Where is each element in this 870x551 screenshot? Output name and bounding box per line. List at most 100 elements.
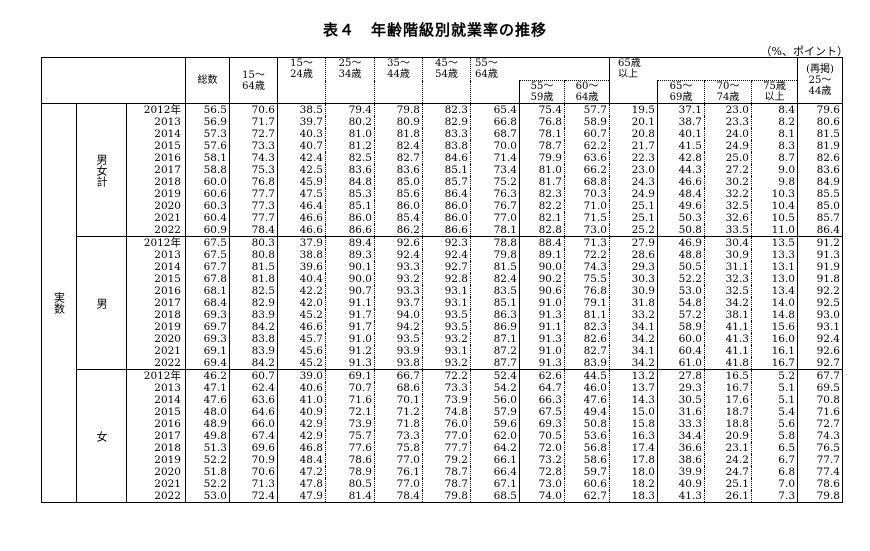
value-cell: 60.4 [657, 345, 705, 357]
value-cell: 81.2 [325, 140, 375, 152]
value-cell: 49.8 [185, 430, 230, 442]
year-cell: 2013 [126, 116, 186, 128]
value-cell: 70.6 [229, 466, 278, 478]
value-cell: 80.2 [325, 116, 375, 128]
value-cell: 77.0 [374, 454, 423, 466]
value-cell: 68.6 [374, 382, 423, 394]
value-cell: 67.5 [519, 406, 565, 418]
value-cell: 38.1 [704, 309, 752, 321]
value-cell: 24.3 [609, 176, 658, 188]
value-cell: 67.8 [185, 273, 230, 285]
value-cell: 69.6 [229, 442, 278, 454]
value-cell: 56.9 [185, 116, 230, 128]
value-cell: 34.1 [609, 321, 658, 333]
value-cell: 66.3 [519, 394, 565, 406]
value-cell: 75.4 [519, 103, 565, 116]
table-row: 2019 69.7 84.2 46.6 91.7 94.2 93.5 86.9 91.1 82.3… [42, 321, 843, 333]
value-cell: 68.8 [564, 176, 610, 188]
value-cell: 31.1 [704, 261, 752, 273]
table-row: 2022 60.9 78.4 46.6 86.6 86.2 86.6 78.1 82.8 73.0… [42, 224, 843, 237]
value-cell: 66.2 [564, 164, 610, 176]
value-cell: 39.7 [277, 116, 326, 128]
value-cell: 42.4 [277, 152, 326, 164]
value-cell: 82.4 [374, 140, 423, 152]
table-row: 2022 53.0 72.4 47.9 81.4 78.4 79.8 68.5 74.0 62.7… [42, 490, 843, 503]
value-cell: 70.8 [797, 394, 843, 406]
value-cell: 92.6 [374, 236, 423, 249]
value-cell: 78.6 [325, 454, 375, 466]
value-cell: 71.4 [470, 152, 520, 164]
value-cell: 31.8 [609, 297, 658, 309]
value-cell: 78.1 [470, 224, 520, 237]
value-cell: 82.7 [374, 152, 423, 164]
value-cell: 94.2 [374, 321, 423, 333]
value-cell: 70.0 [470, 140, 520, 152]
value-cell: 13.5 [751, 236, 798, 249]
value-cell: 6.7 [751, 454, 798, 466]
value-cell: 91.1 [519, 321, 565, 333]
value-cell: 46.9 [657, 236, 705, 249]
value-cell: 18.8 [704, 418, 752, 430]
value-cell: 82.1 [519, 212, 565, 224]
value-cell: 10.5 [751, 212, 798, 224]
value-cell: 42.9 [277, 418, 326, 430]
value-cell: 75.8 [374, 442, 423, 454]
value-cell: 19.5 [609, 103, 658, 116]
value-cell: 5.2 [751, 369, 798, 382]
value-cell: 71.7 [229, 116, 278, 128]
value-cell: 77.7 [229, 212, 278, 224]
value-cell: 74.8 [422, 406, 471, 418]
value-cell: 71.3 [229, 478, 278, 490]
value-cell: 46.0 [564, 382, 610, 394]
table-row: 2015 57.6 73.3 40.7 81.2 82.4 83.8 70.0 78.7 62.2… [42, 140, 843, 152]
value-cell: 62.7 [564, 490, 610, 503]
value-cell: 23.1 [704, 442, 752, 454]
value-cell: 79.1 [564, 297, 610, 309]
value-cell: 83.8 [422, 140, 471, 152]
value-cell: 47.1 [185, 382, 230, 394]
value-cell: 62.4 [229, 382, 278, 394]
value-cell: 89.3 [325, 249, 375, 261]
value-cell: 58.1 [185, 152, 230, 164]
value-cell: 86.2 [374, 224, 423, 237]
value-cell: 92.4 [422, 249, 471, 261]
value-cell: 14.8 [751, 309, 798, 321]
value-cell: 93.2 [422, 333, 471, 345]
value-cell: 40.6 [277, 382, 326, 394]
value-cell: 84.2 [229, 357, 278, 370]
value-cell: 77.4 [797, 466, 843, 478]
value-cell: 77.7 [229, 188, 278, 200]
value-cell: 23.3 [704, 116, 752, 128]
value-cell: 91.2 [797, 236, 843, 249]
value-cell: 86.0 [374, 200, 423, 212]
value-cell: 62.6 [519, 369, 565, 382]
value-cell: 38.5 [277, 103, 326, 116]
value-cell: 75.7 [325, 430, 375, 442]
value-cell: 73.3 [229, 140, 278, 152]
value-cell: 92.2 [797, 285, 843, 297]
header-35-44: 35～ 44歳 [374, 57, 423, 81]
table-row: 2018 60.0 76.8 45.9 84.8 85.0 85.7 75.2 81.7 68.8… [42, 176, 843, 188]
value-cell: 92.3 [422, 236, 471, 249]
value-cell: 48.9 [185, 418, 230, 430]
value-cell: 40.7 [277, 140, 326, 152]
value-cell: 48.4 [657, 188, 705, 200]
value-cell: 82.9 [229, 297, 278, 309]
value-cell: 75.5 [564, 273, 610, 285]
value-cell: 5.1 [751, 394, 798, 406]
value-cell: 31.6 [657, 406, 705, 418]
value-cell: 78.1 [519, 128, 565, 140]
value-cell: 42.0 [277, 297, 326, 309]
value-cell: 34.4 [657, 430, 705, 442]
header-55-64: 55～ 64歳 [470, 57, 610, 81]
value-cell: 24.7 [704, 466, 752, 478]
employment-rate-table: 総数 15～ 64歳 15～ 24歳 25～ 34歳 35～ 44歳 45～ 5… [41, 57, 843, 503]
value-cell: 41.1 [704, 321, 752, 333]
value-cell: 75.3 [229, 164, 278, 176]
year-cell: 2020 [126, 333, 186, 345]
value-cell: 52.4 [470, 369, 520, 382]
value-cell: 85.1 [422, 164, 471, 176]
value-cell: 91.2 [325, 345, 375, 357]
table-row: 女 2012年 46.2 60.7 39.0 69.1 66.7 72.2 52.4 62.6 44… [42, 369, 843, 503]
year-cell: 2022 [126, 224, 186, 237]
